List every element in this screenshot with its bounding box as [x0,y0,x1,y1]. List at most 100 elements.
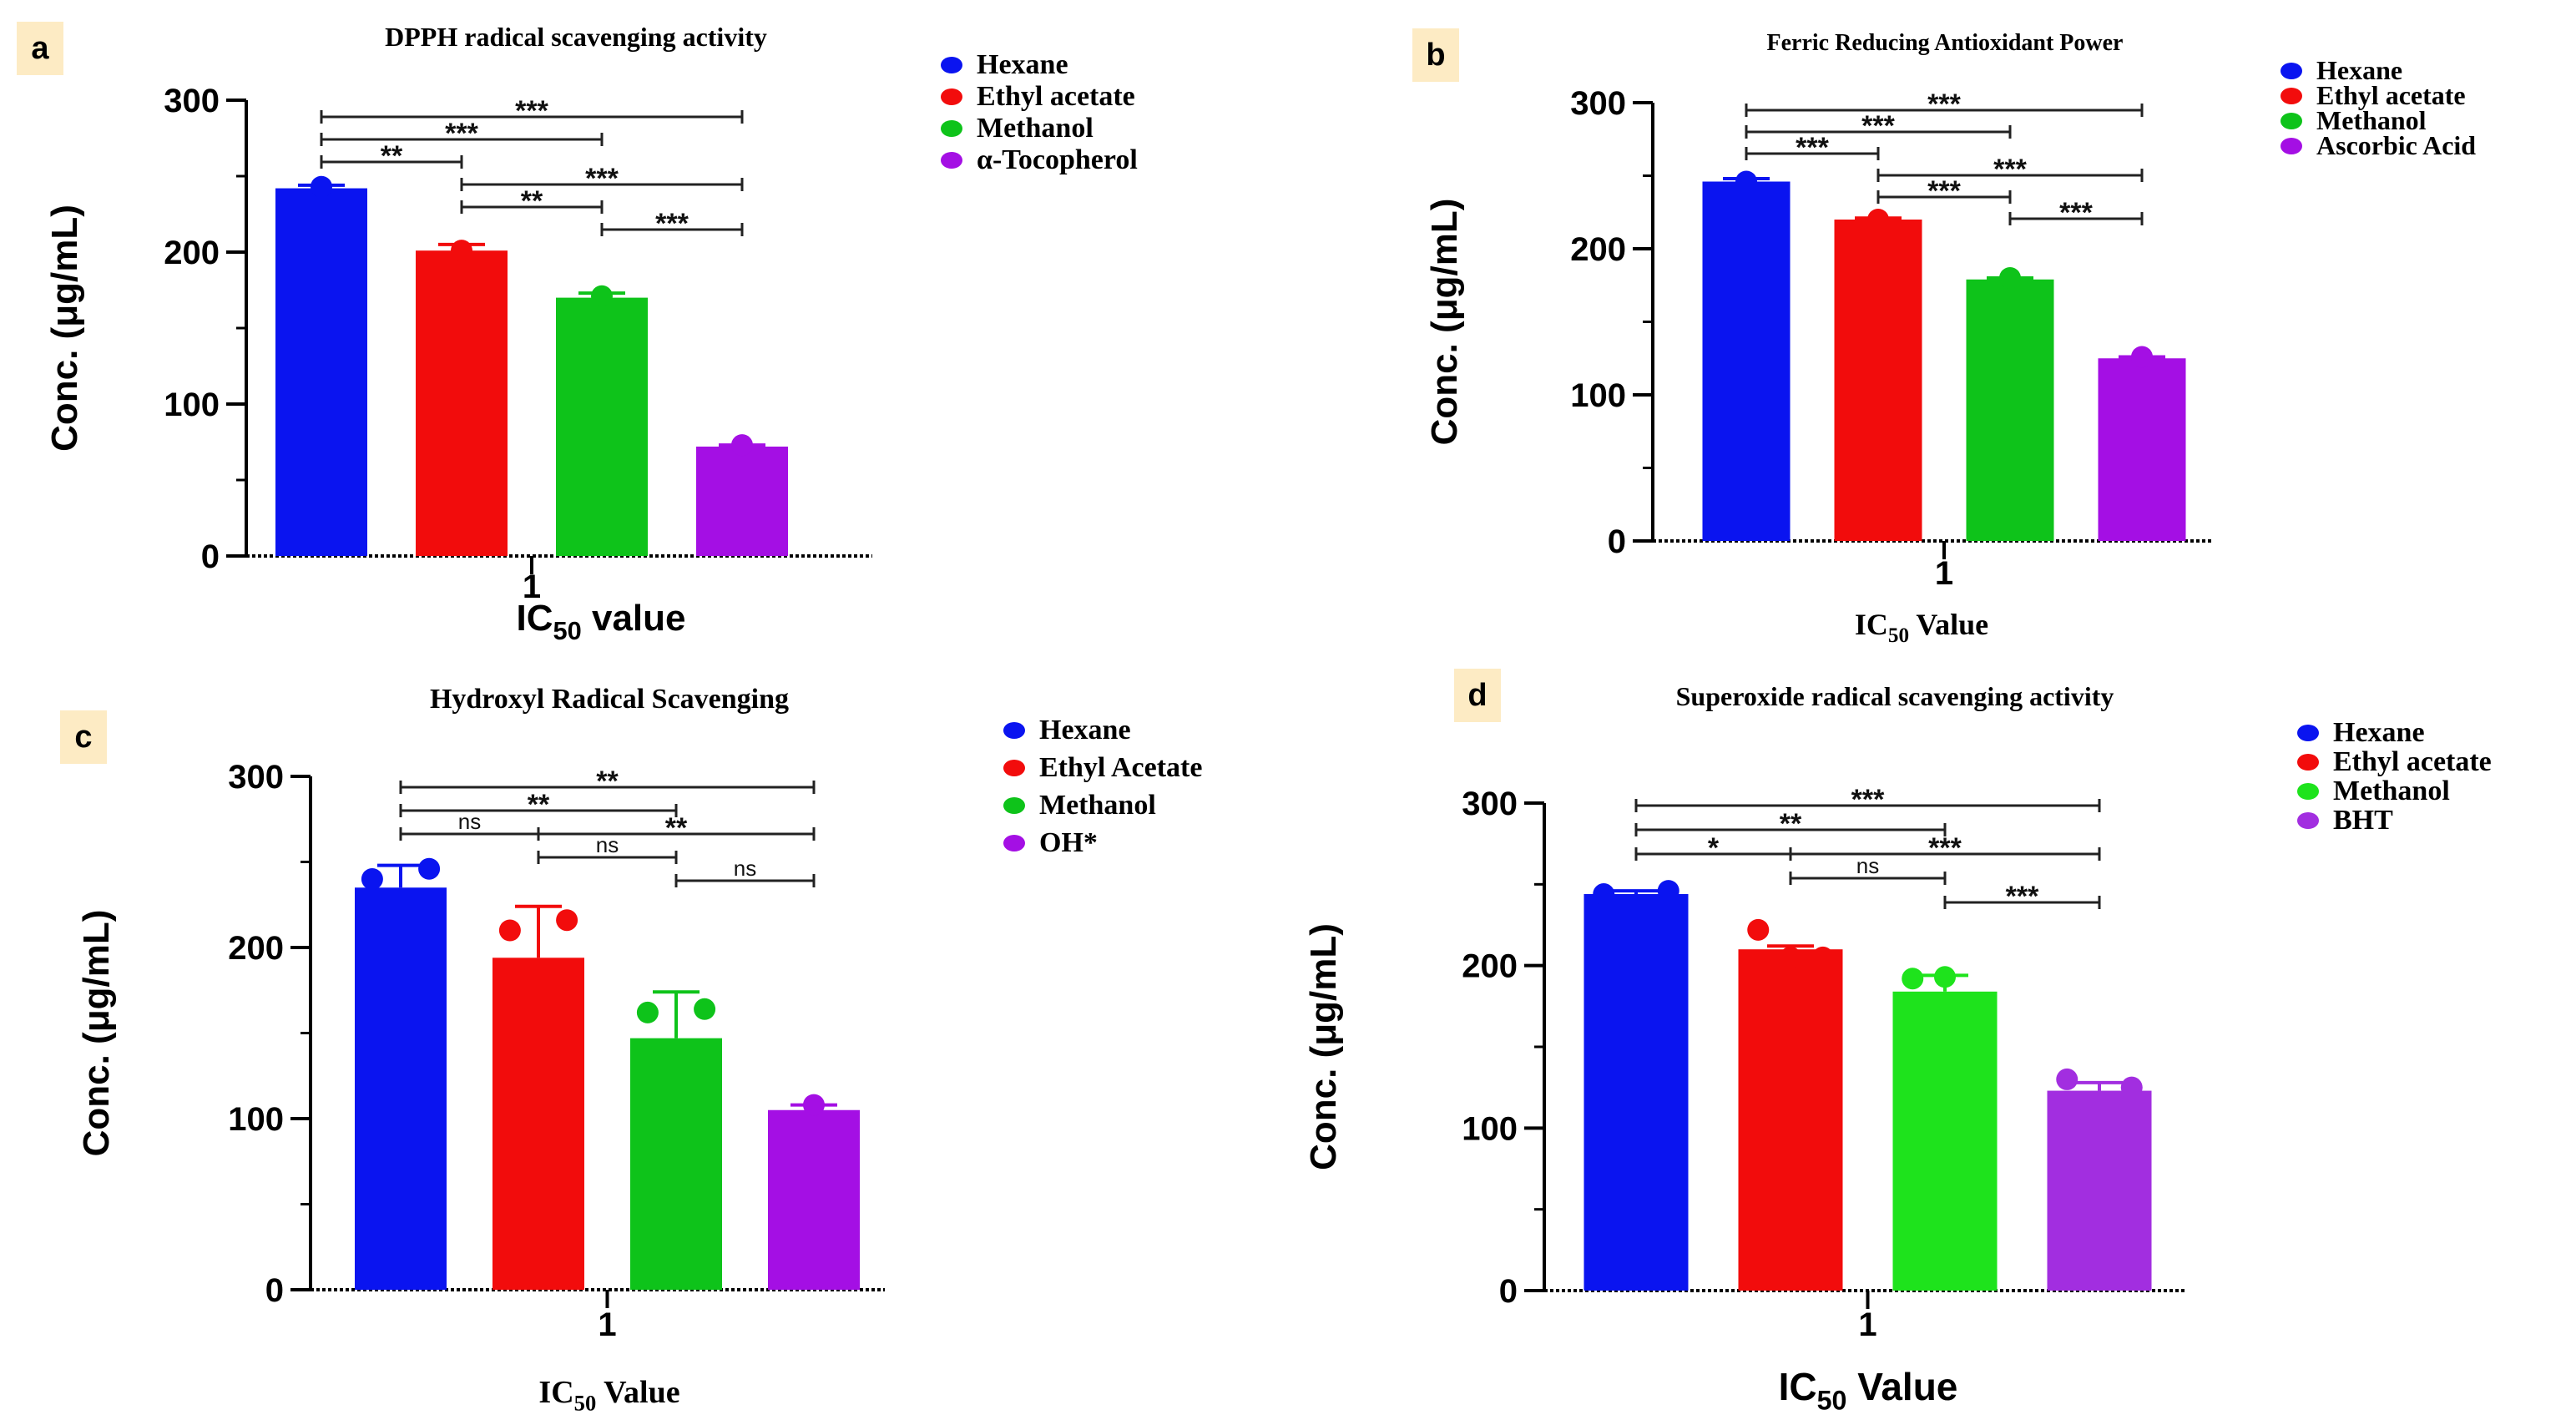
legend-marker [941,152,962,169]
significance-label: ns [1856,853,1879,878]
data-point [1902,968,1924,990]
legend-marker [941,57,962,73]
x-axis-label-subscript: 50 [553,616,581,645]
data-point [1867,209,1889,230]
legend-label: Ethyl acetate [977,81,1135,112]
legend-label: Hexane [977,49,1068,80]
chart-panel-a: a DPPH radical scavenging activity 0 100 200… [17,22,1138,645]
y-axis-label: Conc. (μg/mL) [76,910,117,1157]
x-axis-label-rest: value [582,598,686,639]
significance-label: *** [1927,88,1961,120]
chart-panel-c: c Hydroxyl Radical Scavenging 0 100 200 300 Co… [60,684,1202,1416]
legend-label: Hexane [2333,717,2425,748]
data-point [498,919,521,942]
significance-label: *** [2006,881,2039,912]
x-tick-label: 1 [523,568,541,605]
legend-marker [941,120,962,137]
x-axis-label-rest: Value [596,1375,679,1410]
legend-marker [2297,725,2319,741]
x-axis-label: IC50 Value [1855,608,1988,647]
panel-letter: d [1467,678,1487,713]
legend-label: Methanol [2316,105,2427,135]
significance-label: *** [1927,175,1961,207]
data-point [361,868,383,890]
legend-label: Ascorbic Acid [2316,130,2476,160]
legend-marker [2281,63,2302,79]
legend-label: Ethyl acetate [2316,80,2466,110]
data-point [451,240,472,262]
legend-marker [2281,113,2302,129]
data-point [2131,346,2153,368]
y-tick-label: 0 [1608,523,1626,560]
legend-marker [2281,138,2302,154]
data-point [1999,267,2021,289]
significance-label: ** [665,812,688,844]
panel-letter-background [60,710,107,764]
y-tick-label: 100 [1570,377,1626,414]
data-point [636,1001,659,1023]
legend-marker [1003,797,1025,814]
significance-label: *** [1851,784,1885,816]
data-point [1934,966,1956,988]
data-point [1811,946,1834,968]
bar-oh- [768,1109,860,1290]
data-point [803,1094,825,1116]
x-tick-label: 1 [1935,555,1953,592]
y-tick-label: 200 [1570,231,1626,268]
significance-label: *** [655,208,689,240]
y-tick-label: 200 [1462,948,1518,985]
legend: Hexane Ethyl Acetate Methanol OH* [1003,715,1202,858]
data-point [1735,170,1757,193]
significance-label: *** [1796,132,1829,164]
data-point [694,998,716,1020]
x-axis-label-main: IC [1779,1365,1817,1408]
data-point [1593,883,1615,906]
significance-label: ** [1780,808,1802,840]
legend-marker [1003,760,1025,776]
y-tick-label: 300 [228,759,284,796]
legend-marker [1003,835,1025,851]
x-axis-label-subscript: 50 [1817,1386,1847,1416]
significance-label: *** [515,95,548,127]
legend-label: Methanol [2333,776,2450,806]
y-tick-label: 0 [201,538,220,575]
bar--tocopherol [696,446,788,556]
legend-marker [2297,783,2319,800]
chart-title: Ferric Reducing Antioxidant Power [1767,30,2124,56]
y-tick-label: 300 [1570,85,1626,122]
x-axis-label-main: IC [538,1375,573,1410]
x-axis-label-main: IC [516,598,553,639]
bar-ethyl-acetate [1738,949,1843,1291]
significance-label: *** [585,163,619,195]
significance-label: *** [445,118,478,149]
data-point [2056,1068,2078,1090]
chart-panel-d: d Superoxide radical scavenging activity 0… [1303,669,2492,1416]
y-tick-label: 200 [228,930,284,967]
x-axis-label-main: IC [1855,608,1888,641]
y-tick-label: 100 [228,1101,284,1138]
data-point [556,909,578,932]
panel-letter-badge: d [1454,669,1501,722]
bar-ascorbic-acid [2098,358,2186,541]
x-tick-label: 1 [1858,1306,1876,1343]
y-axis-label: Conc. (μg/mL) [1303,923,1344,1170]
bar-methanol [630,1038,722,1290]
y-tick-label: 0 [1499,1273,1518,1310]
panel-letter: a [31,31,49,66]
y-tick-label: 300 [1462,786,1518,822]
significance-label: * [1708,832,1720,864]
bar-bht [2047,1090,2152,1291]
bar-hexane [275,188,367,556]
x-axis-label-subscript: 50 [574,1391,597,1416]
significance-label: *** [1928,832,1962,864]
legend-label: α-Tocopherol [977,144,1138,175]
significance-label: ns [596,832,619,857]
legend-marker [1003,722,1025,739]
bar-ethyl-acetate [1834,220,1922,541]
legend-label: Methanol [977,113,1094,144]
y-axis-label: Conc. (μg/mL) [1424,199,1465,446]
bar-methanol [556,297,648,556]
significance-label: ** [596,766,619,797]
